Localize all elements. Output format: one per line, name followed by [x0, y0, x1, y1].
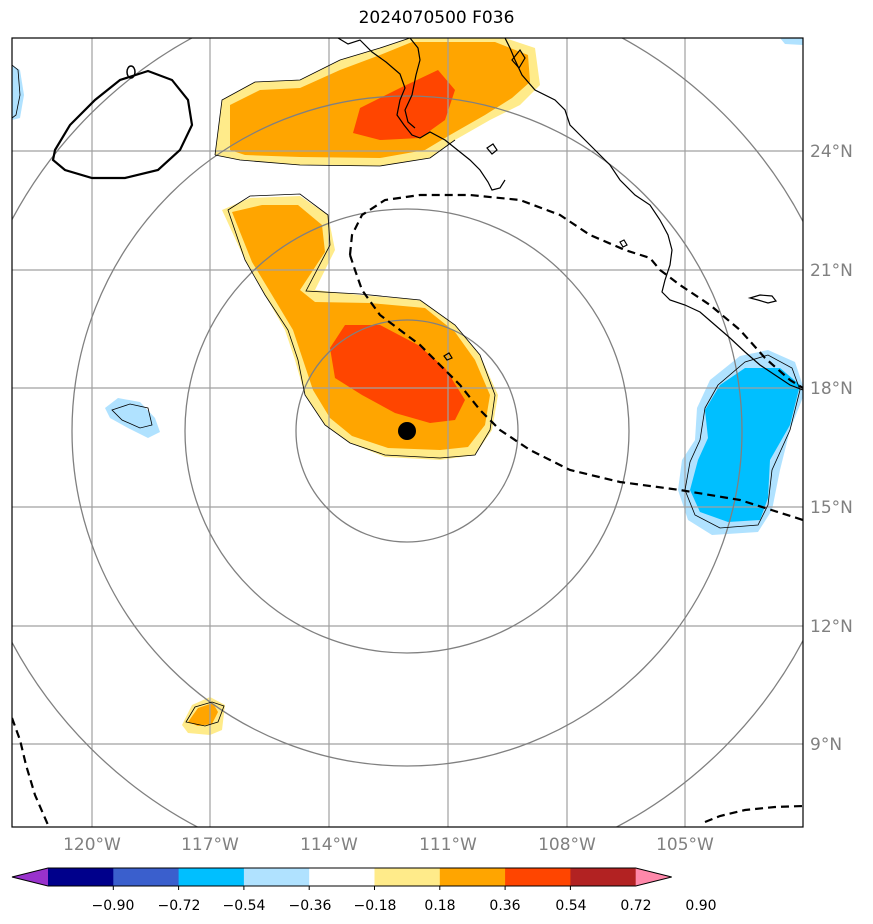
lon-label: 117°W: [181, 835, 239, 855]
colorbar-extend-low: [12, 868, 48, 886]
map-area: [12, 38, 803, 827]
colorbar-tick-label: −0.54: [223, 898, 266, 914]
colorbar-segment: [113, 868, 180, 886]
colorbar-tick-label: 0.18: [424, 898, 455, 914]
longitude-labels: 120°W 117°W 114°W 111°W 108°W 105°W: [63, 835, 714, 855]
lat-label: 21°N: [810, 261, 853, 281]
lon-label: 108°W: [538, 835, 596, 855]
coastline: [337, 38, 803, 391]
colorbar-tick-label: −0.90: [92, 898, 135, 914]
colorbar-labels: −0.90 −0.72 −0.54 −0.36 −0.18 0.18 0.36 …: [92, 898, 717, 914]
lon-label: 114°W: [300, 835, 358, 855]
lon-label: 120°W: [63, 835, 121, 855]
solid-contour-small: [126, 65, 136, 79]
graticule: [12, 38, 803, 827]
storm-center-marker: [398, 422, 416, 440]
colorbar-segment: [243, 868, 310, 886]
lat-label: 18°N: [810, 379, 853, 399]
lon-label: 105°W: [656, 835, 714, 855]
dashed-contours: [12, 193, 803, 826]
colorbar-segment: [178, 868, 245, 886]
positive-anomaly-center: [222, 196, 498, 460]
negative-anomaly-east: [678, 350, 803, 535]
colorbar-segment: [374, 868, 441, 886]
anomaly-outlines: [12, 38, 801, 727]
latitude-labels: 24°N 21°N 18°N 15°N 12°N 9°N: [810, 142, 853, 755]
solid-contour-west: [51, 69, 194, 180]
colorbar-outline: [11, 867, 672, 887]
lat-label: 9°N: [810, 735, 842, 755]
colorbar-segment: [48, 868, 114, 886]
colorbar-tick-label: 0.36: [489, 898, 520, 914]
colorbar-tick-label: 0.72: [620, 898, 651, 914]
colorbar: [11, 867, 672, 890]
colorbar-segment: [309, 868, 375, 886]
lat-label: 15°N: [810, 498, 853, 518]
map-title: 2024070500 F036: [358, 8, 515, 28]
range-rings: [12, 38, 803, 827]
positive-anomaly-small: [182, 697, 225, 735]
colorbar-tick-label: 0.54: [555, 898, 586, 914]
lon-label: 111°W: [419, 835, 477, 855]
lat-label: 12°N: [810, 617, 853, 637]
map-frame: [11, 37, 804, 828]
colorbar-segment: [570, 868, 637, 886]
colorbar-segment: [439, 868, 506, 886]
lat-label: 24°N: [810, 142, 853, 162]
colorbar-tick-label: 0.90: [685, 898, 716, 914]
colorbar-tick-label: −0.72: [158, 898, 201, 914]
colorbar-extend-high: [635, 868, 672, 886]
positive-anomaly-north: [215, 38, 540, 166]
colorbar-tick-label: −0.36: [289, 898, 332, 914]
colorbar-segment: [505, 868, 571, 886]
colorbar-tick-label: −0.18: [354, 898, 397, 914]
